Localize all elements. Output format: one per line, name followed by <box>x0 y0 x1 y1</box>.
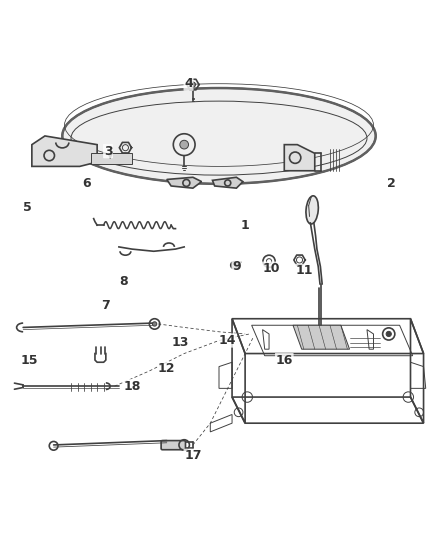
Text: 15: 15 <box>21 353 39 367</box>
Text: 1: 1 <box>241 219 250 232</box>
Polygon shape <box>91 154 132 164</box>
Ellipse shape <box>306 196 318 224</box>
Polygon shape <box>108 154 113 158</box>
Text: 10: 10 <box>262 262 280 275</box>
Ellipse shape <box>62 88 376 184</box>
Text: 6: 6 <box>82 177 91 190</box>
FancyBboxPatch shape <box>161 441 185 450</box>
Text: 7: 7 <box>102 299 110 312</box>
Text: 5: 5 <box>23 201 32 214</box>
Circle shape <box>190 82 195 87</box>
Text: 9: 9 <box>232 260 241 273</box>
Text: 8: 8 <box>119 275 127 288</box>
Polygon shape <box>293 325 350 349</box>
Polygon shape <box>32 136 97 166</box>
Text: 12: 12 <box>158 362 176 375</box>
Text: 11: 11 <box>295 264 313 277</box>
Text: 2: 2 <box>387 177 395 190</box>
Text: 14: 14 <box>219 334 237 347</box>
Text: 13: 13 <box>171 336 188 349</box>
Text: 17: 17 <box>184 449 201 462</box>
Text: 4: 4 <box>184 77 193 90</box>
Text: 3: 3 <box>104 144 112 158</box>
Polygon shape <box>212 177 243 188</box>
Polygon shape <box>284 144 315 171</box>
Circle shape <box>152 322 157 326</box>
Circle shape <box>180 140 188 149</box>
Text: 18: 18 <box>123 379 141 393</box>
Polygon shape <box>167 177 201 188</box>
Circle shape <box>231 262 238 269</box>
Text: 16: 16 <box>276 353 293 367</box>
Circle shape <box>386 332 391 336</box>
